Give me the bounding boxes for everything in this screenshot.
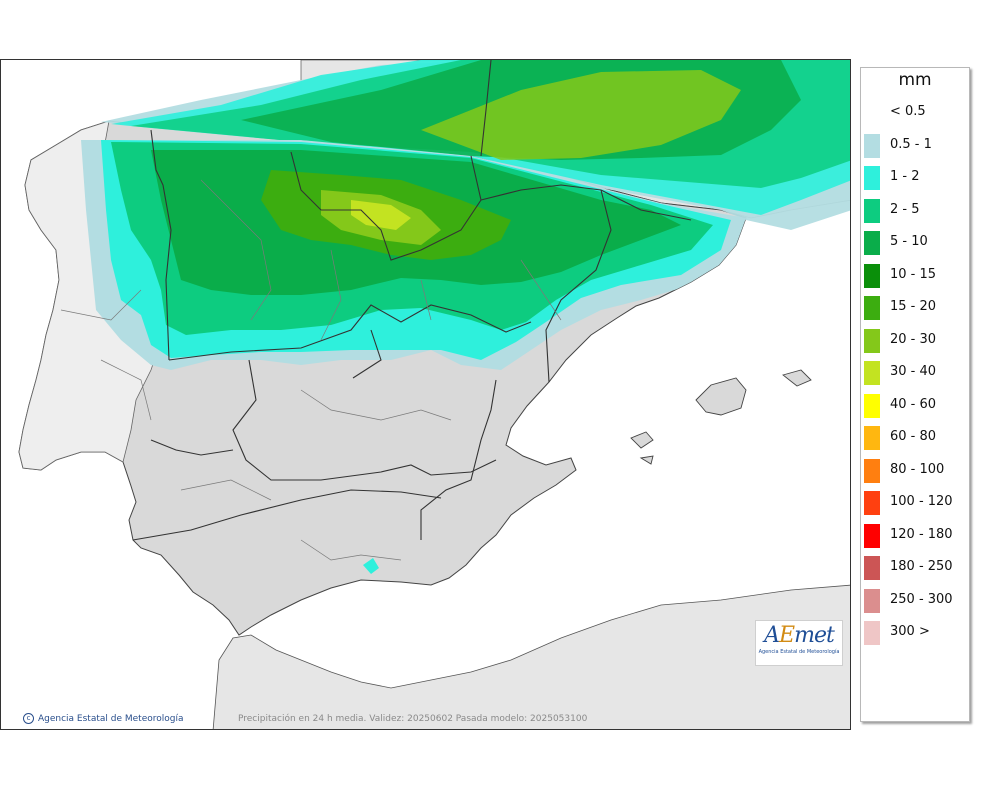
legend-swatch bbox=[864, 101, 880, 125]
legend-item: 100 - 120 bbox=[861, 488, 969, 520]
legend-label: < 0.5 bbox=[890, 104, 926, 119]
legend-label: 2 - 5 bbox=[890, 201, 920, 217]
legend-item: 40 - 60 bbox=[861, 391, 969, 423]
ibiza-island bbox=[630, 431, 654, 449]
legend-title: mm bbox=[898, 70, 932, 90]
legend-item: 60 - 80 bbox=[861, 423, 969, 455]
legend-swatch bbox=[864, 198, 880, 223]
legend-swatch bbox=[864, 588, 880, 613]
aemet-logo: AEmet Agencia Estatal de Meteorología bbox=[755, 620, 843, 666]
legend-label: 60 - 80 bbox=[890, 429, 937, 444]
formentera-island bbox=[639, 455, 654, 465]
precipitation-map: c Agencia Estatal de Meteorología Precip… bbox=[0, 59, 851, 730]
legend-swatch bbox=[864, 393, 880, 418]
legend-swatch bbox=[864, 263, 880, 288]
legend-label: 180 - 250 bbox=[890, 559, 953, 574]
mallorca-island bbox=[695, 377, 747, 416]
legend-item: 300 > bbox=[861, 618, 969, 650]
map-caption: Precipitación en 24 h media. Validez: 20… bbox=[238, 714, 588, 724]
legend-swatch bbox=[864, 296, 880, 320]
legend-item: 2 - 5 bbox=[861, 196, 969, 228]
legend-swatch bbox=[864, 621, 880, 645]
legend-label: 100 - 120 bbox=[890, 494, 953, 509]
legend-swatch bbox=[864, 523, 880, 548]
legend-label: 40 - 60 bbox=[890, 396, 937, 412]
legend-item: < 0.5 bbox=[861, 98, 969, 130]
legend-swatch bbox=[864, 166, 880, 190]
legend-swatch bbox=[864, 231, 880, 255]
copyright-icon: c bbox=[23, 713, 34, 724]
legend-item: 15 - 20 bbox=[861, 293, 969, 325]
precipitation-land-layer bbox=[81, 140, 746, 574]
legend-item: 120 - 180 bbox=[861, 521, 969, 553]
legend-swatch bbox=[864, 458, 880, 483]
legend-item: 1 - 2 bbox=[861, 163, 969, 195]
legend-swatch bbox=[864, 133, 880, 158]
legend-swatch bbox=[864, 426, 880, 450]
logo-wordmark: AEmet bbox=[764, 623, 835, 648]
legend-label: 80 - 100 bbox=[890, 461, 945, 477]
legend-swatch bbox=[864, 491, 880, 515]
legend-label: 15 - 20 bbox=[890, 299, 937, 314]
legend-swatch bbox=[864, 361, 880, 385]
credit-text: Agencia Estatal de Meteorología bbox=[38, 713, 184, 724]
province-boundaries bbox=[60, 179, 562, 561]
legend-swatch bbox=[864, 556, 880, 580]
precipitation-layer bbox=[101, 60, 850, 230]
legend-label: 120 - 180 bbox=[890, 526, 953, 542]
legend-label: 300 > bbox=[890, 624, 930, 639]
menorca-island bbox=[782, 369, 812, 387]
legend-item: 5 - 10 bbox=[861, 228, 969, 260]
legend-label: 20 - 30 bbox=[890, 331, 937, 347]
legend-label: 10 - 15 bbox=[890, 266, 937, 282]
logo-subtitle: Agencia Estatal de Meteorología bbox=[758, 649, 840, 655]
credit-line: c Agencia Estatal de Meteorología bbox=[23, 713, 184, 724]
north-africa-land bbox=[212, 584, 850, 729]
region-boundaries bbox=[132, 60, 692, 541]
legend-label: 5 - 10 bbox=[890, 234, 928, 249]
legend-item: 180 - 250 bbox=[861, 553, 969, 585]
legend-item: 30 - 40 bbox=[861, 358, 969, 390]
legend-item: 20 - 30 bbox=[861, 326, 969, 358]
legend-label: 250 - 300 bbox=[890, 591, 953, 607]
legend-item: 0.5 - 1 bbox=[861, 131, 969, 163]
legend: mm < 0.5 0.5 - 1 1 - 2 2 - 5 5 - 10 10 - 15 15… bbox=[860, 67, 970, 722]
legend-item: 10 - 15 bbox=[861, 261, 969, 293]
legend-item: 250 - 300 bbox=[861, 586, 969, 618]
legend-label: 0.5 - 1 bbox=[890, 136, 932, 152]
map-drawing bbox=[1, 60, 850, 729]
legend-label: 30 - 40 bbox=[890, 364, 937, 379]
legend-label: 1 - 2 bbox=[890, 169, 920, 184]
legend-item: 80 - 100 bbox=[861, 456, 969, 488]
legend-swatch bbox=[864, 328, 880, 353]
